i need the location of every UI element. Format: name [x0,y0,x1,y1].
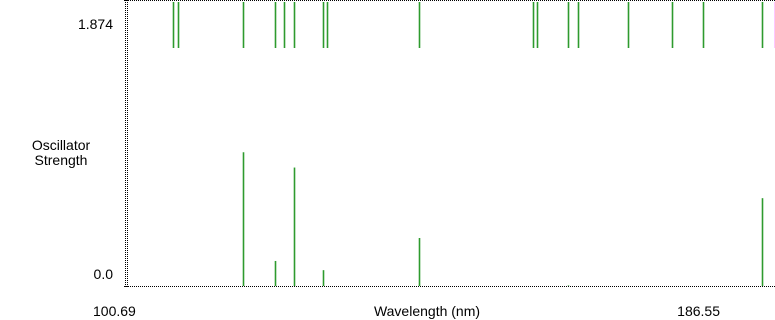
y-axis-label: Oscillator Strength [32,137,91,168]
stick-series [172,2,775,286]
x-min-label: 100.69 [93,303,136,319]
y-max-label: 1.874 [78,16,113,32]
plot-area [124,0,775,287]
y-min-label: 0.0 [94,266,114,282]
x-max-label: 186.55 [677,303,720,319]
x-axis-label: Wavelength (nm) [374,303,480,319]
axis-labels: 1.874 0.0 Oscillator Strength 100.69 Waveleng… [32,16,720,319]
